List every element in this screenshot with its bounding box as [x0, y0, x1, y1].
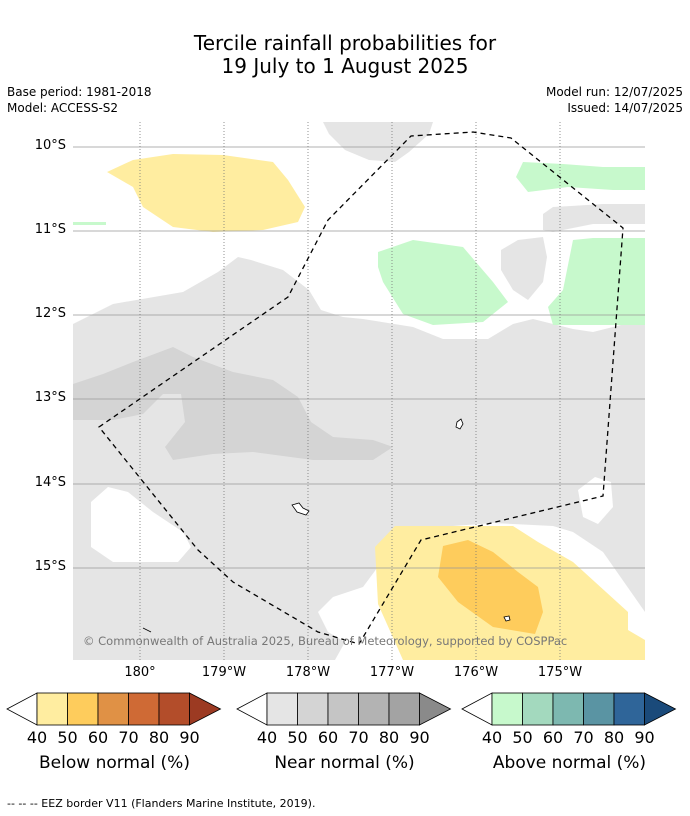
colorbar-0-segment-4 — [158, 692, 190, 726]
island-3 — [503, 615, 511, 622]
colorbar-0-tick-90: 90 — [179, 728, 200, 747]
island-4 — [142, 627, 152, 633]
footer-note: -- -- -- EEZ border V11 (Flanders Marine… — [7, 797, 316, 810]
colorbar-2-segment-3 — [583, 692, 615, 726]
lon-label-176w: 176°W — [453, 665, 499, 680]
colorbar-0-tick-70: 70 — [118, 728, 139, 747]
colorbar-0-tick-40: 40 — [26, 728, 48, 747]
eez-border — [98, 131, 624, 645]
colorbar-2-segment-0 — [491, 692, 523, 726]
lat-label-13s: 13°S — [34, 390, 66, 405]
hole-west — [91, 487, 191, 562]
island-outlines — [142, 418, 511, 633]
colorbar-0-tick-60: 60 — [87, 728, 109, 747]
lat-label-12s: 12°S — [34, 306, 66, 321]
lon-label-177w: 177°W — [369, 665, 415, 680]
no-signal-holes — [91, 477, 613, 562]
colorbars — [6, 692, 677, 726]
colorbar-2-segment-1 — [522, 692, 554, 726]
latitude-gridlines — [73, 146, 645, 569]
probability-map: © Commonwealth of Australia 2025, Bureau… — [73, 122, 645, 660]
above-normal-northeast — [516, 162, 645, 192]
lat-label-14s: 14°S — [34, 475, 66, 490]
above-normal-sliver — [73, 222, 106, 225]
colorbar-0-tick-80: 80 — [148, 728, 170, 747]
lat-label-15s: 15°S — [34, 559, 66, 574]
colorbar-2-tick-70: 70 — [573, 728, 594, 747]
colorbar-label-above: Above normal (%) — [492, 753, 647, 773]
colorbar-1-segment-0 — [266, 692, 298, 726]
near-normal-50-region — [73, 347, 393, 460]
below-normal-50-south — [438, 540, 543, 634]
colorbar-0-segment-2 — [97, 692, 129, 726]
colorbar-2 — [461, 692, 677, 726]
colorbar-1-segment-3 — [358, 692, 390, 726]
colorbar-1-high-arrow — [419, 692, 452, 726]
issued-date: Issued: 14/07/2025 — [567, 101, 683, 115]
colorbar-2-low-arrow — [461, 692, 493, 726]
colorbar-1-tick-40: 40 — [256, 728, 278, 747]
colorbar-2-segment-2 — [552, 692, 584, 726]
above-normal-region — [378, 162, 645, 325]
model-run: Model run: 12/07/2025 — [545, 85, 683, 99]
lon-label-175w: 175°W — [537, 665, 583, 680]
colorbar-1-low-arrow — [236, 692, 268, 726]
colorbar-1-tick-90: 90 — [409, 728, 430, 747]
colorbar-0 — [6, 692, 222, 726]
chart-title-line1: Tercile rainfall probabilities for — [193, 31, 497, 55]
colorbar-2-high-arrow — [644, 692, 677, 726]
near-normal-north — [323, 122, 433, 162]
below-normal-north — [107, 154, 305, 232]
colorbar-2-segment-4 — [613, 692, 645, 726]
model-name: Model: ACCESS-S2 — [7, 101, 119, 115]
lon-label-178w: 178°W — [285, 665, 331, 680]
above-normal-central — [378, 240, 508, 325]
colorbar-1-tick-70: 70 — [348, 728, 369, 747]
colorbar-1-tick-80: 80 — [378, 728, 400, 747]
near-normal-east — [543, 204, 645, 232]
colorbar-label-near: Near normal (%) — [274, 753, 415, 773]
above-normal-east — [548, 238, 645, 325]
below-normal-region — [73, 154, 645, 660]
colorbar-label-below: Below normal (%) — [39, 753, 190, 773]
lon-label-180: 180° — [124, 665, 156, 680]
colorbar-0-segment-3 — [128, 692, 160, 726]
colorbar-0-high-arrow — [189, 692, 222, 726]
colorbar-0-segment-0 — [36, 692, 68, 726]
island-2 — [291, 502, 310, 516]
colorbar-2-tick-40: 40 — [481, 728, 503, 747]
colorbar-2-tick-50: 50 — [512, 728, 533, 747]
colorbar-0-low-arrow — [6, 692, 38, 726]
lon-label-179w: 179°W — [201, 665, 247, 680]
colorbar-2-tick-60: 60 — [542, 728, 564, 747]
base-period: Base period: 1981-2018 — [7, 85, 152, 99]
lat-label-10s: 10°S — [34, 138, 66, 153]
hole-east — [578, 477, 613, 524]
colorbar-2-tick-90: 90 — [634, 728, 655, 747]
colorbar-1-tick-60: 60 — [317, 728, 339, 747]
chart-title-line2: 19 July to 1 August 2025 — [221, 54, 469, 78]
colorbar-1-segment-4 — [388, 692, 420, 726]
colorbar-0-segment-1 — [67, 692, 99, 726]
near-normal-island — [501, 237, 547, 300]
colorbar-2-tick-80: 80 — [603, 728, 625, 747]
island-1 — [455, 418, 464, 430]
colorbar-1-tick-50: 50 — [287, 728, 308, 747]
colorbar-1-segment-2 — [327, 692, 359, 726]
colorbar-0-tick-50: 50 — [57, 728, 78, 747]
colorbar-1-segment-1 — [297, 692, 329, 726]
copyright-text: © Commonwealth of Australia 2025, Bureau… — [83, 634, 567, 648]
colorbar-1 — [236, 692, 452, 726]
lat-label-11s: 11°S — [34, 222, 66, 237]
